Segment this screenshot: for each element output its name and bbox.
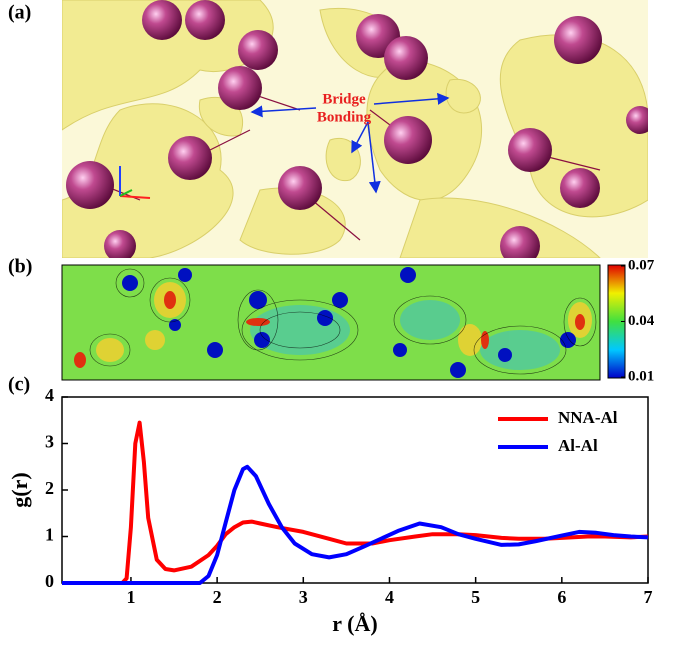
data-line [62, 464, 649, 585]
structure-image [62, 0, 648, 258]
panel-label: (b) [8, 256, 32, 278]
y-tick-label: 3 [45, 432, 54, 452]
y-tick-label: 2 [45, 478, 54, 498]
colorbar-tick-label: 0.01 [628, 368, 654, 384]
y-tick-label: 4 [45, 385, 54, 405]
x-tick-label: 3 [299, 587, 308, 607]
colorbar-tick-label: 0.04 [628, 313, 655, 329]
panel-label: (c) [8, 374, 30, 396]
x-tick-label: 2 [213, 587, 222, 607]
y-axis-label: g(r) [7, 472, 32, 507]
x-axis-label: r (Å) [332, 611, 377, 636]
contour-map [62, 265, 600, 380]
legend-label: Al-Al [558, 436, 598, 455]
panel-label: (a) [8, 2, 31, 24]
legend-label: NNA-Al [558, 408, 618, 427]
x-tick-label: 6 [557, 587, 566, 607]
y-tick-label: 1 [45, 525, 54, 545]
y-tick-label: 0 [45, 571, 54, 591]
data-line [62, 420, 649, 585]
x-tick-label: 4 [385, 587, 394, 607]
x-tick-label: 7 [644, 587, 653, 607]
annotation: Bonding [317, 109, 372, 125]
x-tick-label: 5 [471, 587, 480, 607]
annotation: Bridge [322, 91, 366, 107]
colorbar-tick-label: 0.07 [628, 257, 655, 273]
x-tick-label: 1 [126, 587, 135, 607]
